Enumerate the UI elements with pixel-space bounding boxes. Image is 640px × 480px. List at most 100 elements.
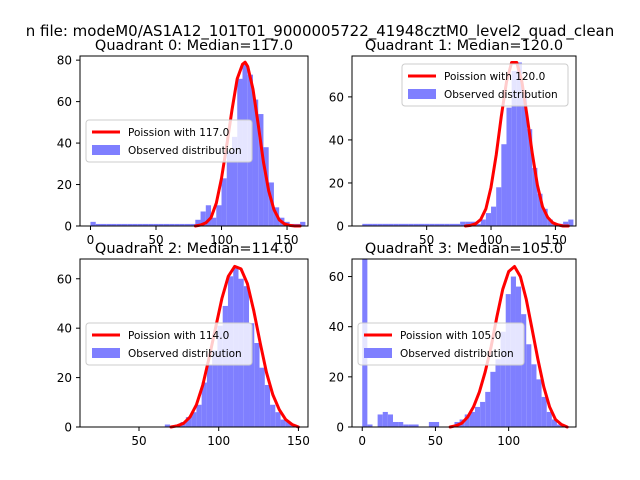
histogram-bar [285, 422, 292, 427]
histogram-bar [263, 147, 269, 226]
histogram-bar [195, 219, 201, 226]
histogram-bar [541, 396, 547, 427]
histogram-bar [475, 223, 481, 226]
histogram-bar [496, 187, 502, 226]
histogram-bar [382, 223, 389, 226]
histogram-bar [563, 221, 569, 226]
legend: Poission with 114.0 Observed distribution [85, 322, 253, 366]
histogram-bar [116, 223, 122, 226]
histogram-bar [542, 208, 548, 226]
histogram-bar [137, 223, 143, 226]
histogram-bar [367, 424, 373, 427]
histogram-bar [413, 424, 419, 427]
histogram-bar [547, 219, 553, 226]
histogram-bar [201, 382, 207, 427]
histogram-bar [226, 151, 232, 226]
histogram-bar [382, 411, 388, 427]
y-tick-label: 0 [64, 220, 72, 234]
axes-frame [351, 55, 577, 227]
histogram-bar [179, 223, 185, 226]
legend-box [401, 63, 569, 107]
legend-bar-label: Observed distribution [400, 348, 514, 360]
x-tick-label: 100 [497, 434, 520, 448]
histogram-bar [148, 223, 154, 226]
histogram-bar [95, 223, 101, 226]
histogram-bar [258, 114, 264, 226]
histogram-bar [413, 223, 419, 226]
poisson-curve [448, 265, 569, 429]
histogram-bar [367, 223, 373, 226]
y-tick-label: 0 [64, 421, 72, 435]
histogram-bar [511, 71, 517, 226]
x-tick-label: 150 [276, 233, 299, 247]
histogram-bar [546, 411, 552, 427]
axes-frame [79, 258, 309, 428]
x-tick-label: 150 [544, 233, 567, 247]
histogram-bar [206, 365, 213, 427]
histogram-bar [100, 223, 107, 226]
histogram-bar [480, 219, 486, 226]
subplot-title: Quadrant 3: Median=105.0 [365, 241, 563, 257]
histogram-bar [270, 404, 276, 427]
histogram-bar [490, 371, 496, 427]
histogram-bar [163, 223, 170, 226]
histogram-bar [164, 424, 171, 427]
x-tick-label: 50 [131, 434, 146, 448]
y-tick-label: 60 [57, 95, 72, 109]
histogram-bar [527, 129, 533, 226]
histogram-bar [408, 223, 414, 226]
histogram-bar [444, 223, 450, 226]
legend-box [85, 119, 253, 163]
legend-bar-swatch [408, 89, 436, 99]
histogram-bar [158, 223, 164, 226]
y-tick-label: 40 [57, 322, 72, 336]
histogram-bar [196, 404, 202, 427]
y-tick-label: 40 [329, 320, 344, 334]
histogram-bar [169, 223, 175, 226]
legend-line-label: Poission with 114.0 [128, 330, 229, 342]
legend-bar-label: Observed distribution [128, 348, 242, 360]
x-tick-label: 150 [287, 434, 310, 448]
x-tick-label: 100 [207, 434, 230, 448]
y-tick-label: 20 [57, 178, 72, 192]
y-tick-label: 20 [57, 371, 72, 385]
histogram-bar [200, 211, 206, 226]
histogram-bar [362, 223, 368, 226]
histogram-bar [465, 221, 471, 226]
histogram-bar [90, 221, 96, 226]
histogram-bar [254, 343, 260, 427]
histogram-bar [142, 223, 149, 226]
subplot-quadrant-3: Quadrant 3: Median=105.0 0 50 100 0 20 40 60 Poi… [329, 241, 577, 448]
histogram-bar [174, 223, 180, 226]
axes-frame [79, 55, 309, 227]
histogram-bar [211, 217, 217, 226]
histogram-bar [480, 401, 486, 427]
histogram-bar [232, 136, 238, 226]
histogram-bar [259, 367, 265, 427]
legend: Poission with 120.0 Observed distribution [401, 63, 569, 107]
histogram-bar [501, 144, 507, 226]
histogram-bar [388, 223, 394, 226]
histogram-bar [474, 406, 481, 427]
histogram-bar [408, 424, 414, 427]
histogram-bar [392, 421, 399, 427]
x-tick-label: 100 [210, 233, 233, 247]
histogram-bar [532, 167, 538, 226]
legend-box [357, 322, 525, 366]
x-tick-label: 0 [358, 434, 366, 448]
histogram-bar [372, 223, 378, 226]
histogram-bar [153, 223, 159, 226]
histogram-bar [454, 223, 461, 226]
histogram-bar [506, 107, 512, 226]
subplot-quadrant-1: Quadrant 1: Median=120.0 50 100 150 0 20 40 60 P… [329, 38, 577, 247]
histogram-bar [491, 206, 497, 226]
histogram-bar [106, 223, 112, 226]
poisson-curve [193, 60, 302, 228]
histogram-bar [216, 205, 222, 226]
histogram-bar [521, 314, 527, 427]
histogram-bar [275, 412, 281, 427]
histogram-bar [377, 223, 383, 226]
histogram-bar [521, 92, 528, 226]
histogram-bar [387, 414, 393, 427]
